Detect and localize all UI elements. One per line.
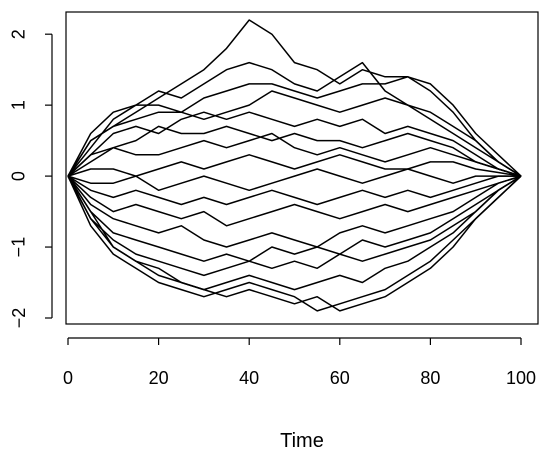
- series-line-13: [67, 175, 522, 262]
- series-lines: [67, 19, 522, 312]
- x-tick-label: 80: [420, 368, 440, 388]
- series-line-14: [67, 175, 522, 277]
- y-tick-label: −1: [9, 237, 29, 258]
- series-line-11: [67, 175, 522, 227]
- series-line-7: [67, 132, 522, 177]
- y-tick-label: 2: [9, 29, 29, 39]
- series-line-1: [67, 19, 522, 177]
- x-tick-label: 60: [330, 368, 350, 388]
- series-line-10: [67, 175, 521, 206]
- x-axis-label: Time: [280, 430, 324, 452]
- series-line-2: [67, 61, 522, 177]
- series-line-12: [67, 175, 522, 248]
- series-line-16: [67, 175, 522, 312]
- series-line-17: [67, 175, 522, 312]
- series-line-5: [67, 111, 522, 177]
- x-tick-label: 0: [63, 368, 73, 388]
- y-tick-label: 0: [9, 171, 29, 181]
- y-tick-label: 1: [9, 100, 29, 110]
- series-line-6: [67, 125, 522, 177]
- series-line-3: [67, 76, 522, 177]
- series-line-9: [67, 168, 521, 192]
- x-tick-label: 40: [239, 368, 259, 388]
- x-tick-label: 20: [149, 368, 169, 388]
- y-tick-label: −2: [9, 308, 29, 329]
- x-tick-label: 100: [506, 368, 536, 388]
- series-line-4: [67, 90, 522, 177]
- plot-frame: [65, 11, 539, 325]
- x-axis: 0 20 40 60 80 100: [63, 337, 536, 388]
- series-line-15: [67, 175, 522, 291]
- series-line-8: [67, 154, 522, 177]
- y-axis: −2 −1 0 1 2: [9, 29, 53, 329]
